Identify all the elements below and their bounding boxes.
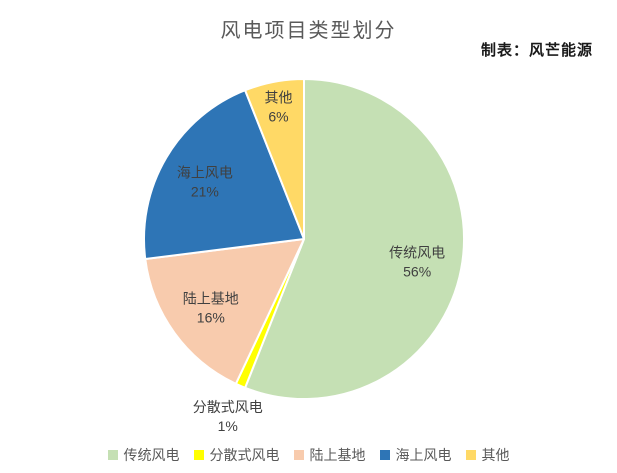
- legend-item: 分散式风电: [193, 445, 280, 465]
- legend-label: 其他: [481, 447, 510, 463]
- legend-label: 分散式风电: [209, 447, 280, 463]
- chart-title: 风电项目类型划分: [220, 20, 397, 42]
- legend-label: 陆上基地: [309, 447, 366, 463]
- legend-swatch: [193, 450, 204, 460]
- legend-swatch: [465, 450, 476, 460]
- chart-legend: 传统风电 分散式风电 陆上基地 海上风电 其他: [0, 445, 617, 465]
- pie-slice-label: 海上风电 21%: [177, 164, 233, 199]
- legend-swatch: [107, 450, 118, 460]
- pie-slice-label: 其他 6%: [265, 89, 293, 124]
- legend-item: 陆上基地: [293, 445, 366, 465]
- pie-slice-label: 陆上基地 16%: [183, 291, 239, 326]
- legend-label: 传统风电: [123, 447, 180, 463]
- legend-swatch: [293, 450, 304, 460]
- legend-item: 传统风电: [107, 445, 180, 465]
- pie-slice: [142, 89, 305, 261]
- pie-slice: [144, 238, 305, 385]
- pie-slice-label: 分散式风电 1%: [193, 399, 263, 434]
- legend-item: 其他: [465, 445, 510, 465]
- legend-item: 海上风电: [379, 445, 452, 465]
- legend-label: 海上风电: [395, 447, 452, 463]
- chart-credit: 制表：风芒能源: [480, 42, 593, 59]
- pie-slice: [244, 78, 305, 240]
- pie-slice: [244, 78, 466, 400]
- legend-swatch: [379, 450, 390, 460]
- pie-slice-label: 传统风电 56%: [389, 245, 445, 280]
